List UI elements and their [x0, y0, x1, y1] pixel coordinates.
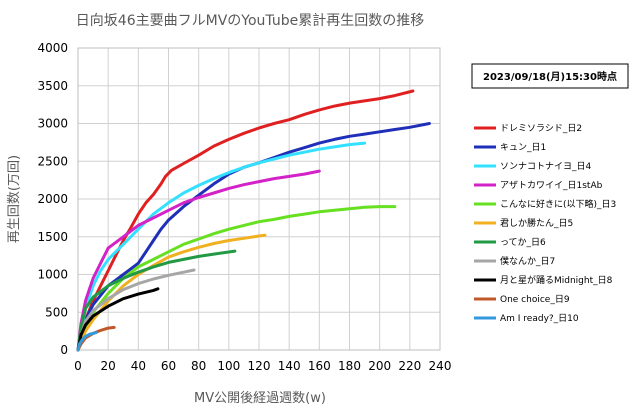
x-tick-label: 140	[278, 359, 301, 373]
series-line-3	[76, 141, 367, 352]
series-line-1	[76, 89, 415, 352]
date-box: 2023/09/18(月)15:30時点	[471, 63, 629, 89]
x-tick-label: 160	[308, 359, 331, 373]
legend: ドレミソラシド_日2 キュン_日1 ソンナコトナイヨ_日4 アザトカワイイ_日1stA…	[474, 123, 616, 324]
series-line-9	[76, 287, 160, 352]
y-tick-label: 0	[60, 343, 68, 357]
y-tick-label: 2000	[37, 192, 68, 206]
x-tick-label: 0	[74, 359, 82, 373]
y-tick-label: 500	[45, 305, 68, 319]
y-tick-label: 3500	[37, 79, 68, 93]
legend-label: 月と星が踊るMidnight_日8	[500, 274, 613, 286]
y-tick-label: 4000	[37, 41, 68, 55]
legend-label: ドレミソラシド_日2	[500, 123, 582, 134]
x-tick-label: 100	[217, 359, 240, 373]
legend-label: ってか_日6	[500, 237, 546, 248]
legend-label: 君しか勝たん_日5	[500, 217, 573, 229]
date-label: 2023/09/18(月)15:30時点	[483, 70, 617, 83]
x-tick-label: 200	[368, 359, 391, 373]
x-tick-label: 240	[429, 359, 452, 373]
y-tick-label: 2500	[37, 154, 68, 168]
legend-label: Am I ready?_日10	[500, 313, 579, 324]
series-line-7	[76, 249, 237, 352]
x-axis-label: MV公開後経過週数(w)	[194, 391, 326, 406]
grid	[77, 47, 441, 351]
legend-label: One choice_日9	[500, 294, 570, 305]
y-axis-ticks: 0 500 1000 1500 2000 2500 3000 3500 4000	[37, 41, 68, 357]
series-line-5	[76, 205, 397, 352]
x-tick-label: 120	[248, 359, 271, 373]
x-tick-label: 80	[191, 359, 206, 373]
series-line-4	[76, 169, 321, 352]
legend-label: 僕なんか_日7	[500, 255, 555, 267]
series-line-2	[76, 122, 431, 352]
series-line-6	[76, 233, 267, 352]
series-lines	[76, 89, 431, 352]
y-tick-label: 1500	[37, 230, 68, 244]
x-tick-label: 220	[398, 359, 421, 373]
chart-title: 日向坂46主要曲フルMVのYouTube累計再生回数の推移	[76, 13, 424, 29]
series-line-11	[76, 331, 98, 352]
y-axis-label: 再生回数(万回)	[7, 155, 22, 243]
x-tick-label: 180	[338, 359, 361, 373]
x-tick-label: 60	[161, 359, 176, 373]
date-box-frame	[471, 63, 629, 89]
x-axis-ticks: 0 20 40 60 80 100 120 140 160 180 200 220 240	[74, 359, 451, 373]
legend-label: アザトカワイイ_日1stAb	[500, 180, 603, 191]
legend-label: ソンナコトナイヨ_日4	[500, 161, 592, 172]
y-tick-label: 1000	[37, 268, 68, 282]
legend-label: こんなに好きに(以下略)_日3	[500, 198, 616, 210]
y-tick-label: 3000	[37, 117, 68, 131]
legend-label: キュン_日1	[500, 142, 546, 153]
plot-area	[77, 47, 441, 351]
x-tick-label: 40	[131, 359, 146, 373]
x-tick-label: 20	[101, 359, 116, 373]
